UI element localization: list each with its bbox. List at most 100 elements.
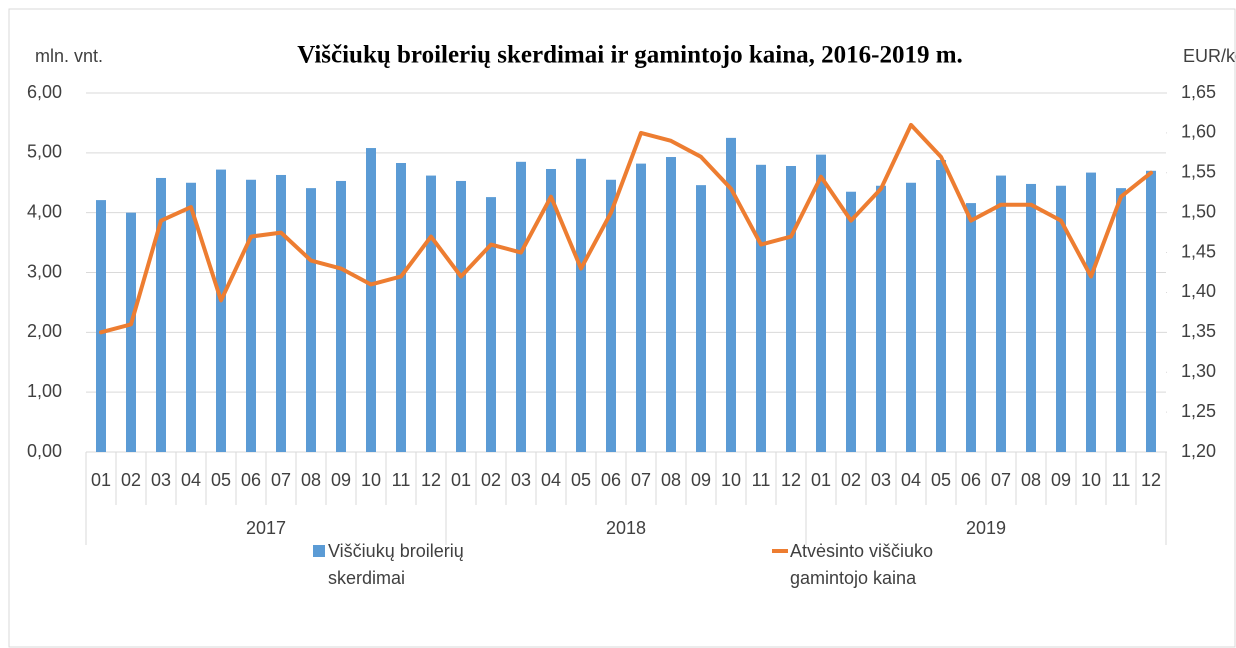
x-tick-label: 04 (181, 470, 201, 490)
bar (126, 212, 136, 452)
y2-tick-label: 1,35 (1181, 321, 1216, 341)
bar (396, 163, 406, 452)
bar (216, 169, 226, 452)
bar (186, 182, 196, 452)
bar (576, 158, 586, 453)
bar (876, 185, 886, 452)
bar (726, 137, 736, 452)
x-tick-label: 11 (392, 470, 411, 490)
x-tick-label: 01 (811, 470, 831, 490)
x-tick-label: 02 (481, 470, 501, 490)
x-tick-label: 07 (991, 470, 1011, 490)
y2-tick-label: 1,30 (1181, 361, 1216, 381)
x-tick-label: 08 (661, 470, 681, 490)
x-tick-label: 05 (571, 470, 591, 490)
bar (636, 163, 646, 452)
legend-label: Viščiukų broilerių skerdimai (328, 541, 464, 588)
x-tick-label: 07 (631, 470, 651, 490)
y-axis-label: mln. vnt. (35, 46, 103, 66)
bar (546, 168, 556, 452)
y-tick-label: 6,00 (27, 82, 62, 102)
bar (366, 148, 376, 452)
x-tick-label: 04 (901, 470, 921, 490)
x-group-label: 2017 (246, 518, 286, 538)
y-tick-label: 2,00 (27, 321, 62, 341)
x-tick-label: 06 (601, 470, 621, 490)
y-tick-label: 3,00 (27, 261, 62, 281)
x-group-label: 2019 (966, 518, 1006, 538)
bar (276, 174, 286, 452)
bar (1116, 188, 1126, 452)
x-tick-label: 08 (1021, 470, 1041, 490)
bar (696, 185, 706, 453)
y-tick-label: 0,00 (27, 441, 62, 461)
bar (1026, 183, 1036, 453)
y-tick-label: 4,00 (27, 201, 62, 221)
y2-tick-label: 1,50 (1181, 201, 1216, 221)
x-tick-label: 02 (121, 470, 141, 490)
x-tick-label: 01 (91, 470, 111, 490)
y2-tick-label: 1,55 (1181, 162, 1216, 182)
y2-tick-label: 1,60 (1181, 122, 1216, 142)
x-tick-label: 11 (1112, 470, 1131, 490)
bar (336, 180, 346, 452)
x-tick-label: 12 (781, 470, 801, 490)
bar (156, 177, 166, 453)
bar (846, 191, 856, 452)
x-tick-label: 06 (241, 470, 261, 490)
bar (1056, 185, 1066, 452)
x-tick-label: 05 (931, 470, 951, 490)
x-tick-label: 08 (301, 470, 321, 490)
x-tick-label: 09 (331, 470, 351, 490)
x-tick-label: 06 (961, 470, 981, 490)
bar (966, 203, 976, 452)
y2-tick-label: 1,45 (1181, 241, 1216, 261)
y-tick-label: 5,00 (27, 142, 62, 162)
bar (1146, 170, 1156, 453)
bar (516, 161, 526, 452)
chart-title: Viščiukų broilerių skerdimai ir gamintoj… (297, 42, 963, 69)
x-tick-label: 02 (841, 470, 861, 490)
bar (816, 154, 826, 452)
x-tick-label: 07 (271, 470, 291, 490)
x-tick-label: 04 (541, 470, 561, 490)
x-tick-label: 03 (151, 470, 171, 490)
y2-tick-label: 1,40 (1181, 281, 1216, 301)
bar (96, 200, 106, 452)
bar (306, 188, 316, 452)
bar (246, 179, 256, 452)
bar (786, 165, 796, 452)
bar (1086, 172, 1096, 452)
x-tick-label: 10 (1081, 470, 1101, 490)
bar (456, 180, 466, 452)
x-tick-label: 03 (511, 470, 531, 490)
bar (756, 164, 766, 453)
x-tick-label: 09 (691, 470, 711, 490)
x-tick-label: 09 (1051, 470, 1071, 490)
bar (996, 175, 1006, 452)
x-tick-label: 05 (211, 470, 231, 490)
bar (666, 157, 676, 452)
y2-tick-label: 1,25 (1181, 401, 1216, 421)
legend-label: Atvėsinto viščiuko gamintojo kaina (790, 541, 934, 588)
y2-tick-label: 1,65 (1181, 82, 1216, 102)
bar (486, 197, 496, 452)
bar (906, 182, 916, 452)
bar (606, 179, 616, 452)
y2-tick-label: 1,20 (1181, 441, 1216, 461)
y2-axis-label: EUR/kg (1183, 46, 1236, 66)
y-tick-label: 1,00 (27, 381, 62, 401)
x-tick-label: 12 (421, 470, 441, 490)
line (99, 122, 1153, 335)
x-tick-label: 11 (752, 470, 771, 490)
x-tick-label: 10 (361, 470, 381, 490)
bar (936, 160, 946, 452)
bar (426, 175, 436, 452)
x-group-label: 2018 (606, 518, 646, 538)
x-tick-label: 01 (451, 470, 471, 490)
x-tick-label: 12 (1141, 470, 1161, 490)
x-tick-label: 10 (721, 470, 741, 490)
x-tick-label: 03 (871, 470, 891, 490)
